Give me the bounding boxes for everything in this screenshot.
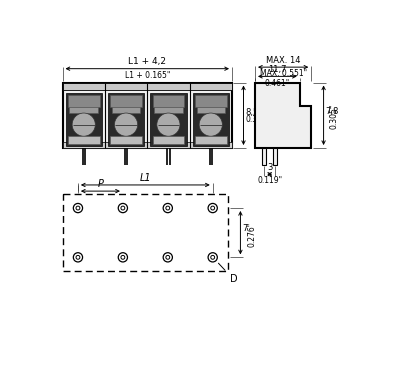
Bar bbox=[273, 148, 277, 165]
Text: 0.335": 0.335" bbox=[246, 115, 271, 124]
Bar bbox=[62, 194, 228, 271]
Text: 0.119": 0.119" bbox=[257, 177, 282, 185]
Bar bbox=[262, 148, 266, 165]
Text: 0.461": 0.461" bbox=[265, 79, 290, 88]
Bar bbox=[66, 92, 102, 146]
Bar bbox=[62, 83, 232, 148]
Bar bbox=[195, 136, 226, 144]
Bar bbox=[193, 92, 229, 146]
Bar bbox=[150, 92, 186, 146]
Bar bbox=[68, 136, 100, 144]
Bar bbox=[153, 136, 184, 144]
Bar bbox=[62, 83, 232, 90]
Bar bbox=[110, 95, 142, 106]
Bar bbox=[154, 106, 183, 113]
Text: 0.276": 0.276" bbox=[247, 222, 256, 247]
Bar bbox=[70, 106, 98, 113]
Text: 11,7: 11,7 bbox=[268, 65, 287, 74]
Bar bbox=[68, 95, 100, 106]
Circle shape bbox=[157, 113, 180, 136]
Text: MAX. 0.551": MAX. 0.551" bbox=[260, 69, 307, 79]
Text: L1: L1 bbox=[140, 172, 151, 183]
Text: P: P bbox=[98, 179, 103, 189]
Text: 7: 7 bbox=[242, 224, 247, 233]
Bar bbox=[110, 136, 142, 144]
Text: 3: 3 bbox=[267, 163, 272, 172]
Bar bbox=[62, 142, 232, 148]
Circle shape bbox=[199, 113, 222, 136]
Text: L1 + 4,2: L1 + 4,2 bbox=[128, 57, 166, 66]
Bar bbox=[112, 106, 140, 113]
Text: 7,8: 7,8 bbox=[325, 107, 338, 116]
Text: 0.305": 0.305" bbox=[330, 104, 339, 130]
Bar bbox=[196, 106, 225, 113]
Text: 8,5: 8,5 bbox=[246, 108, 259, 117]
Circle shape bbox=[114, 113, 138, 136]
Bar bbox=[153, 95, 184, 106]
Text: MAX. 14: MAX. 14 bbox=[266, 56, 300, 65]
Bar bbox=[108, 92, 144, 146]
Text: D: D bbox=[218, 263, 237, 284]
Polygon shape bbox=[255, 83, 311, 148]
Circle shape bbox=[72, 113, 95, 136]
Text: L1 + 0.165": L1 + 0.165" bbox=[124, 71, 170, 80]
Bar bbox=[195, 95, 226, 106]
